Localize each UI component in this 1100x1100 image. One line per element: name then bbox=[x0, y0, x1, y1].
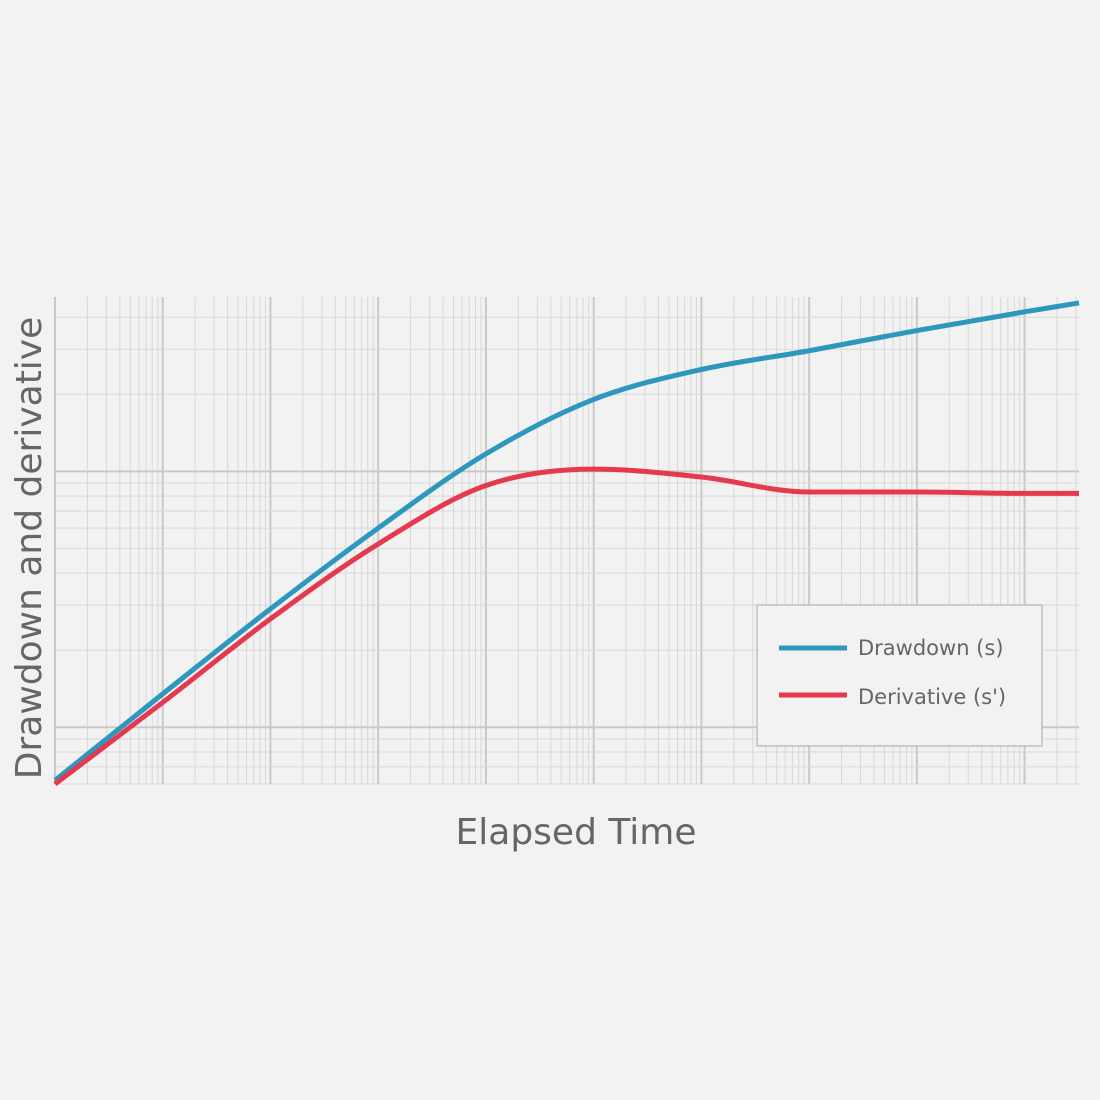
series-line-drawdown bbox=[53, 300, 1080, 783]
legend-label-derivative: Derivative (s') bbox=[858, 685, 1006, 709]
legend: Drawdown (s) Derivative (s') bbox=[756, 604, 1043, 747]
y-axis-title: Drawdown and derivative bbox=[9, 317, 50, 780]
x-axis-title: Elapsed Time bbox=[456, 812, 697, 853]
legend-box bbox=[756, 604, 1043, 747]
grid bbox=[54, 297, 1079, 785]
series-line-derivative bbox=[53, 466, 1079, 786]
legend-label-drawdown: Drawdown (s) bbox=[858, 636, 1004, 660]
series-lines bbox=[53, 300, 1080, 786]
